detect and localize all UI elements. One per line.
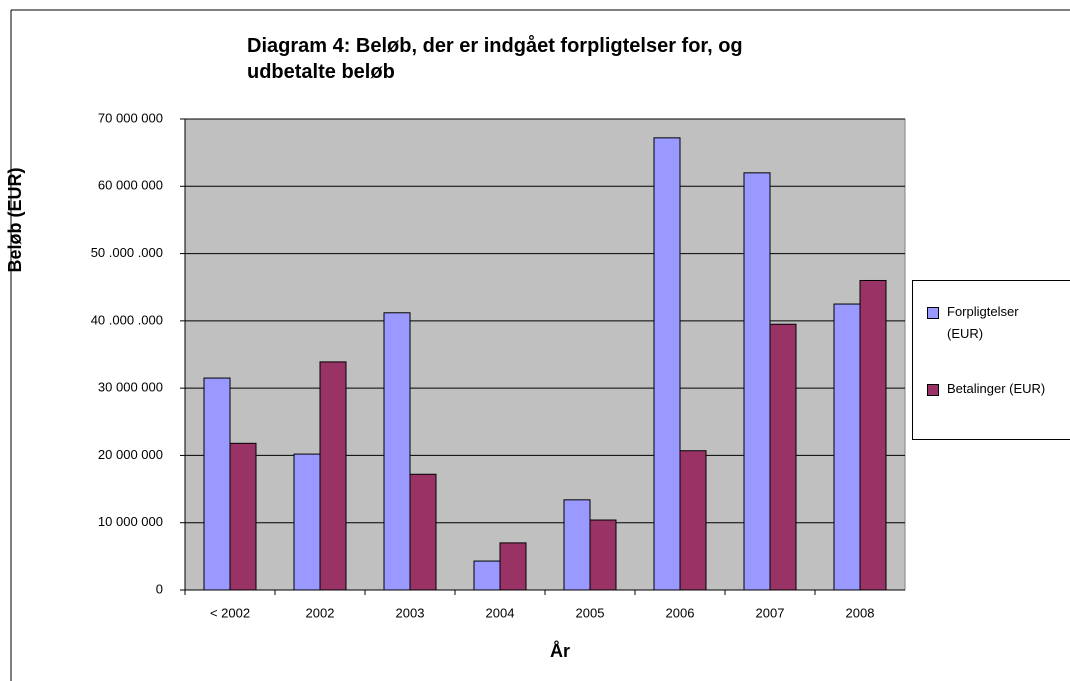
y-tick-label: 50 .000 .000 [91,245,163,260]
chart-title: Diagram 4: Beløb, der er indgået forplig… [247,35,743,83]
y-tick-label: 20 000 000 [98,447,163,462]
x-tick-label: 2008 [846,605,875,620]
legend-label: Forpligtelser (EUR) [947,304,1019,341]
plot-area [184,118,906,591]
bar [653,137,681,591]
x-tick-label: 2007 [756,605,785,620]
x-tick-label: 2004 [486,605,515,620]
y-tick-label: 10 000 000 [98,514,163,529]
x-tick-label: 2002 [306,605,335,620]
bar [589,519,617,591]
legend-swatch [927,307,939,319]
legend-item: Betalinger (EUR) [927,378,1070,400]
x-tick-label: < 2002 [210,605,250,620]
bar [743,172,771,591]
bar [833,303,861,591]
bar [229,442,257,591]
y-axis-label: Beløb (EUR) [5,168,25,273]
y-tick-label: 40 .000 .000 [91,312,163,327]
bar [769,323,797,591]
x-axis-label: År [550,641,570,661]
y-tick-label: 60 000 000 [98,178,163,193]
bar [319,361,347,591]
bar [859,279,887,591]
bar [293,453,321,591]
y-tick-label: 0 [156,581,163,596]
legend: Forpligtelser (EUR) Betalinger (EUR) [912,280,1070,440]
legend-item: Forpligtelser (EUR) [927,301,1070,345]
bar [473,560,501,591]
y-tick-label: 70 000 000 [98,110,163,125]
bar [679,450,707,591]
legend-swatch [927,384,939,396]
x-tick-label: 2003 [396,605,425,620]
legend-label: Betalinger (EUR) [947,381,1046,396]
x-tick-label: 2005 [576,605,605,620]
bar [409,473,437,591]
bar [203,377,231,591]
y-tick-label: 30 000 000 [98,380,163,395]
bar [499,542,527,591]
bar [383,312,411,591]
x-tick-label: 2006 [666,605,695,620]
bar [563,499,591,591]
